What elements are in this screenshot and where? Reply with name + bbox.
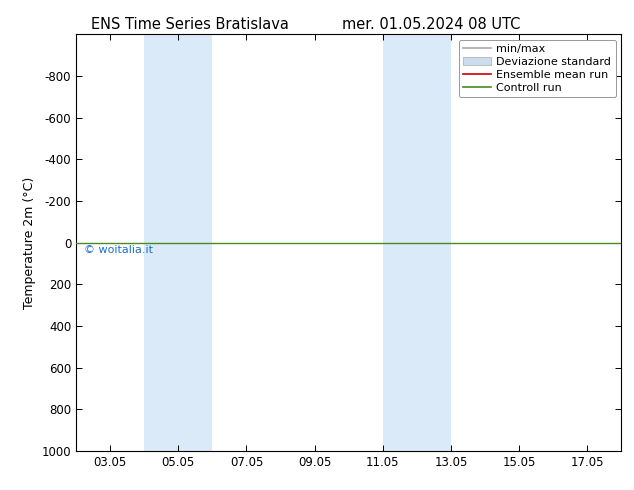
Text: © woitalia.it: © woitalia.it <box>84 245 153 255</box>
Legend: min/max, Deviazione standard, Ensemble mean run, Controll run: min/max, Deviazione standard, Ensemble m… <box>458 40 616 97</box>
Text: mer. 01.05.2024 08 UTC: mer. 01.05.2024 08 UTC <box>342 17 521 32</box>
Text: ENS Time Series Bratislava: ENS Time Series Bratislava <box>91 17 289 32</box>
Bar <box>383 34 451 451</box>
Bar <box>144 34 212 451</box>
Y-axis label: Temperature 2m (°C): Temperature 2m (°C) <box>23 176 36 309</box>
